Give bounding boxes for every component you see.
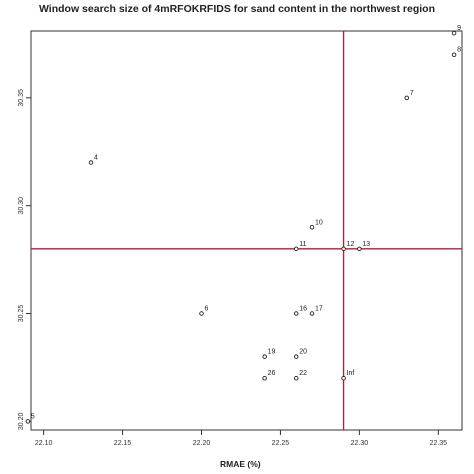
data-point (25, 419, 31, 424)
x-axis-label: RMAE (%) (220, 459, 261, 469)
data-point (88, 160, 94, 165)
y-tick-label: 30.30 (18, 197, 25, 215)
point-label: 5 (31, 413, 35, 420)
data-point (341, 375, 346, 381)
point-label: 13 (362, 241, 370, 248)
y-tick-label: 30.25 (18, 305, 25, 323)
y-tick-label: 30.20 (18, 413, 25, 431)
point-label: 16 (299, 306, 307, 313)
data-point (309, 225, 315, 230)
data-point (199, 311, 204, 316)
y-tick-label: 30.35 (18, 89, 25, 107)
data-point (309, 311, 315, 316)
data-point (262, 354, 267, 359)
point-label: 8 (457, 47, 461, 54)
data-point (293, 246, 299, 252)
chart-title: Window search size of 4mRFOKRFIDS for sa… (38, 3, 436, 15)
point-label: Inf (347, 370, 355, 377)
data-point (341, 246, 346, 252)
point-label: 10 (315, 219, 323, 226)
point-label: 22 (299, 370, 307, 377)
data-point (357, 246, 362, 252)
point-label: 9 (457, 25, 461, 32)
data-point (293, 354, 299, 359)
data-point (404, 95, 409, 101)
data-point (451, 30, 457, 36)
data-point (293, 375, 299, 381)
x-tick-label: 22.25 (272, 440, 290, 447)
x-tick-label: 22.15 (114, 440, 132, 447)
point-label: 17 (315, 306, 323, 313)
point-label: 12 (347, 241, 355, 248)
point-label: 4 (94, 155, 98, 162)
data-point (451, 52, 457, 57)
data-point (293, 311, 299, 316)
x-tick-label: 22.10 (35, 440, 53, 447)
point-label: 6 (205, 306, 209, 313)
point-label: 26 (268, 370, 276, 377)
point-label: 11 (299, 241, 306, 248)
plot-frame (30, 30, 463, 431)
x-tick-label: 22.30 (351, 440, 369, 447)
x-tick-label: 22.35 (430, 440, 448, 447)
point-label: 20 (299, 349, 307, 356)
point-label: 7 (410, 90, 414, 97)
data-point (262, 375, 267, 381)
point-label: 19 (268, 349, 276, 356)
x-tick-label: 22.20 (193, 440, 211, 447)
